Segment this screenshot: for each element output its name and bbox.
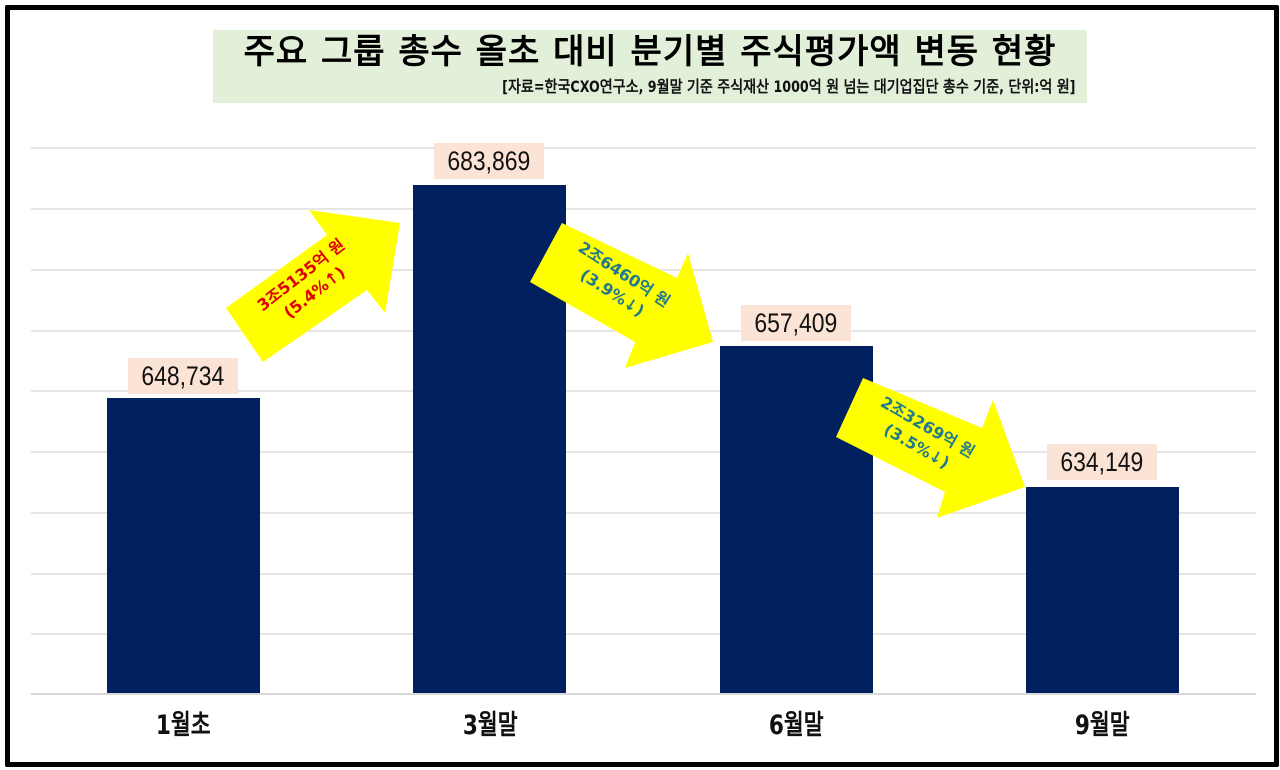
grid-line [31, 573, 1256, 575]
value-label: 683,869 [434, 143, 544, 179]
x-axis-baseline [31, 693, 1256, 695]
arrow-down-icon [836, 378, 1025, 518]
category-label: 3월말 [462, 710, 518, 741]
arrow-down-icon [530, 223, 713, 368]
grid-line [31, 208, 1256, 210]
category-label: 6월말 [768, 710, 824, 741]
grid-line [31, 512, 1256, 514]
category-label: 9월말 [1074, 710, 1130, 741]
grid-line [31, 390, 1256, 392]
arrow-up-icon [226, 210, 400, 362]
bar-jun-end [720, 346, 873, 693]
value-label: 657,409 [741, 305, 851, 341]
value-label: 648,734 [128, 358, 238, 394]
chart-title: 주요 그룹 총수 올초 대비 분기별 주식평가액 변동 현황 [243, 32, 1057, 72]
value-label: 634,149 [1047, 444, 1157, 480]
grid-line [31, 147, 1256, 149]
grid-line [31, 451, 1256, 453]
grid-line [31, 633, 1256, 635]
bar-sep-end [1026, 487, 1179, 693]
category-label: 1월초 [155, 710, 211, 741]
chart-subtitle: [자료=한국CXO연구소, 9월말 기준 주식재산 1000억 원 넘는 대기업… [501, 77, 1075, 96]
title-box: 주요 그룹 총수 올초 대비 분기별 주식평가액 변동 현황 [자료=한국CXO… [213, 30, 1087, 103]
bar-jan-start [107, 398, 260, 693]
